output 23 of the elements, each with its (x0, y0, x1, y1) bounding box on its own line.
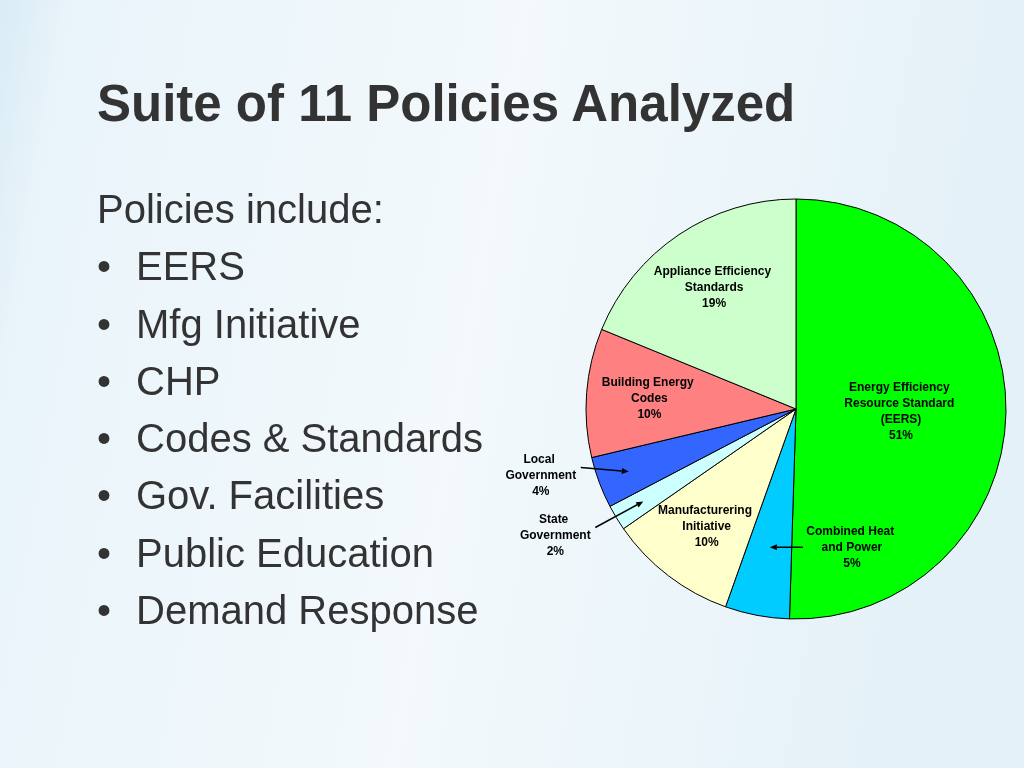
text: Policies include: (97, 186, 384, 233)
slice-label: Energy Efficiency Resource Standard (EERS) (844, 379, 958, 426)
text: • Gov. Facilities (97, 472, 385, 520)
data-label: 10% (694, 534, 719, 549)
slice-label: Manufacturering Initiative (657, 502, 756, 533)
text: • Mfg Initiative (97, 300, 361, 348)
slice-label: Appliance Efficiency Standards (653, 263, 775, 294)
text: • Public Education (97, 529, 434, 577)
data-label: 5% (843, 556, 861, 571)
slice-label: Building Energy Codes (601, 374, 698, 405)
text: • Demand Response (97, 587, 479, 635)
legend-label: Combined Heat and Power (806, 524, 898, 555)
chart-title: Suite of 11 Policies Analyzed (97, 75, 796, 132)
data-label: 2% (546, 544, 565, 559)
data-label: 19% (702, 295, 727, 310)
data-label: 51% (888, 427, 914, 442)
text: • Codes & Standards (97, 415, 483, 463)
data-label: 4% (532, 484, 550, 499)
data-label: 10% (637, 406, 662, 421)
text: • CHP (97, 357, 221, 405)
slice-label: State Government (519, 512, 591, 543)
text: • EERS (97, 243, 245, 291)
slice-label: Local Government (505, 452, 577, 483)
